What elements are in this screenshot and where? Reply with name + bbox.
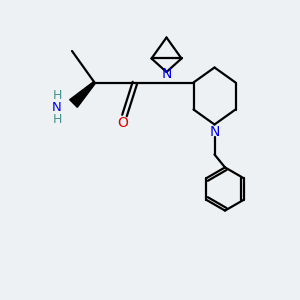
- Polygon shape: [70, 82, 95, 107]
- Text: N: N: [209, 125, 220, 139]
- Text: N: N: [52, 100, 62, 114]
- Text: H: H: [52, 112, 62, 126]
- Text: H: H: [52, 88, 62, 102]
- Text: N: N: [161, 67, 172, 81]
- Text: O: O: [118, 116, 128, 130]
